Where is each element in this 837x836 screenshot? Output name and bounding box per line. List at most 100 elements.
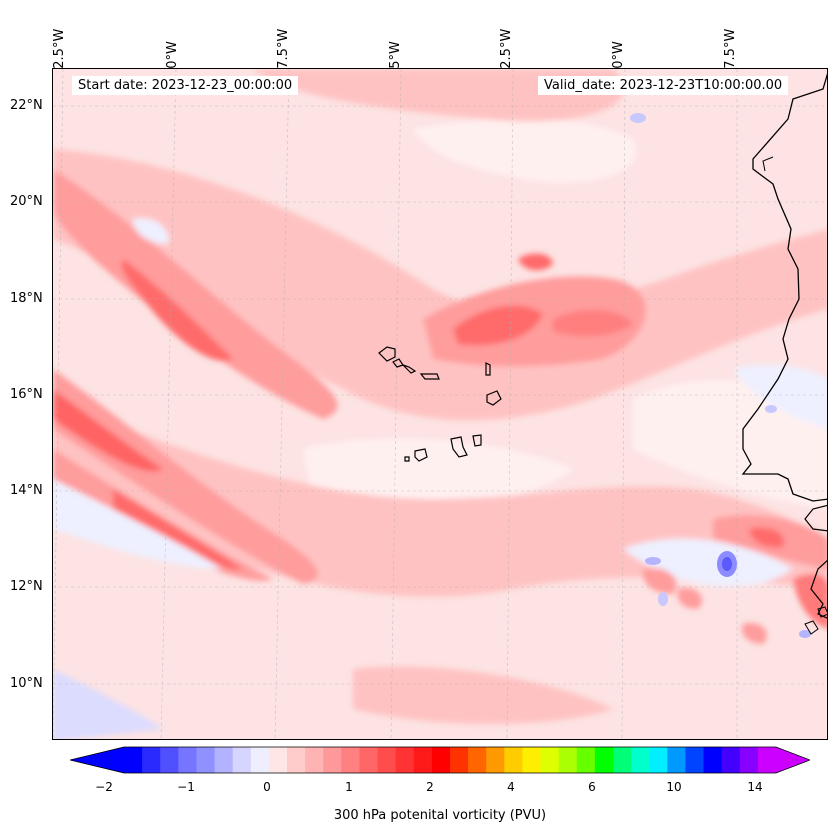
pale-region bbox=[303, 438, 573, 509]
colorbar-segment bbox=[486, 747, 505, 773]
colorbar-segment bbox=[178, 747, 197, 773]
colorbar-segment bbox=[395, 747, 415, 773]
lat-label: 18°N bbox=[10, 291, 43, 306]
lat-label: 12°N bbox=[10, 579, 43, 594]
colorbar-segment bbox=[413, 747, 433, 773]
colorbar-segment bbox=[540, 747, 560, 773]
colorbar-tick: −2 bbox=[95, 780, 113, 794]
colorbar-segment bbox=[576, 747, 596, 773]
negative-region bbox=[133, 218, 169, 244]
colorbar-tick: 1 bbox=[345, 780, 353, 794]
colorbar-tick: 2 bbox=[426, 780, 434, 794]
cape-verde-islands bbox=[378, 346, 502, 462]
intense-core bbox=[453, 305, 543, 346]
colorbar-segment bbox=[431, 747, 451, 773]
strong-streak bbox=[53, 449, 273, 581]
colorbar-segment bbox=[450, 747, 469, 773]
pv-contours bbox=[53, 69, 827, 739]
pale-region bbox=[633, 380, 827, 509]
colorbar-segment bbox=[305, 747, 324, 773]
island-santo-antao bbox=[378, 346, 396, 362]
valid-date-label: Valid_date: 2023-12-23T10:00:00.00 bbox=[538, 76, 789, 95]
negative-region bbox=[733, 364, 827, 429]
colorbar-segment bbox=[703, 747, 723, 773]
colorbar-segment bbox=[667, 747, 686, 773]
colorbar-svg bbox=[69, 746, 812, 774]
strong-streak bbox=[742, 623, 767, 644]
colorbar-segment bbox=[594, 747, 614, 773]
island-sao-nicolau bbox=[419, 373, 440, 380]
lat-label: 10°N bbox=[10, 676, 43, 691]
colorbar-segment bbox=[196, 747, 216, 773]
colorbar-segment bbox=[359, 747, 379, 773]
colorbar-segment bbox=[160, 747, 179, 773]
colorbar-segment bbox=[250, 747, 270, 773]
senegal-coast bbox=[804, 504, 827, 532]
guinea-bissau-islands bbox=[804, 606, 827, 635]
intense-core bbox=[749, 527, 784, 548]
colorbar-segment bbox=[232, 747, 252, 773]
colorbar-segment bbox=[341, 747, 360, 773]
intense-core bbox=[553, 309, 633, 337]
lat-label: 14°N bbox=[10, 483, 43, 498]
colorbar-segment bbox=[377, 747, 397, 773]
colorbar-segment bbox=[649, 747, 668, 773]
colorbar bbox=[69, 745, 812, 775]
intense-core bbox=[121, 259, 233, 361]
colorbar-segment bbox=[721, 747, 741, 773]
africa-bulge bbox=[762, 156, 774, 172]
negative-region bbox=[53, 479, 223, 569]
colorbar-segment bbox=[287, 747, 306, 773]
colorbar-extend-max bbox=[776, 747, 810, 773]
gridlines bbox=[53, 69, 827, 739]
strong-streak bbox=[53, 369, 318, 584]
negative-region bbox=[53, 669, 163, 739]
intense-core bbox=[113, 489, 243, 570]
colorbar-segment bbox=[468, 747, 487, 773]
medium-band bbox=[253, 69, 624, 122]
lat-label: 20°N bbox=[10, 194, 43, 209]
colorbar-segment bbox=[268, 747, 288, 773]
colorbar-segment bbox=[757, 747, 777, 773]
island-boa-vista bbox=[486, 390, 502, 406]
colorbar-tick: −1 bbox=[177, 780, 195, 794]
island-santiago bbox=[450, 436, 468, 458]
colorbar-segment bbox=[631, 747, 650, 773]
intense-core bbox=[53, 389, 163, 472]
negative-spot bbox=[630, 113, 646, 123]
lat-label: 16°N bbox=[10, 387, 43, 402]
island-brava bbox=[404, 456, 410, 462]
colorbar-tick: 10 bbox=[666, 780, 682, 794]
african-coastline bbox=[741, 73, 827, 502]
island-maio bbox=[472, 434, 482, 447]
island-sao-nicolau bbox=[402, 364, 417, 374]
colorbar-segment bbox=[613, 747, 632, 773]
island-sal bbox=[485, 362, 491, 376]
medium-band bbox=[353, 666, 613, 724]
negative-spot bbox=[799, 630, 811, 638]
colorbar-tick: 0 bbox=[263, 780, 271, 794]
strong-streak bbox=[642, 568, 677, 594]
colorbar-segment bbox=[504, 747, 523, 773]
colorbar-extend-min bbox=[70, 747, 124, 773]
colorbar-tick: 14 bbox=[747, 780, 763, 794]
colorbar-tick: 6 bbox=[588, 780, 596, 794]
intense-core bbox=[518, 253, 553, 271]
island-fogo bbox=[414, 448, 428, 462]
colorbar-segment bbox=[214, 747, 234, 773]
negative-spot bbox=[765, 405, 777, 413]
medium-band bbox=[53, 149, 827, 421]
strong-streak bbox=[677, 588, 702, 609]
pv-field-map bbox=[53, 69, 827, 739]
negative-spot bbox=[658, 592, 668, 606]
negative-region bbox=[623, 538, 793, 587]
negative-spot bbox=[722, 557, 732, 571]
colorbar-segment bbox=[124, 747, 143, 773]
negative-spot bbox=[645, 557, 661, 565]
map-panel bbox=[52, 68, 828, 740]
colorbar-segment bbox=[558, 747, 578, 773]
colorbar-label: 300 hPa potenital vorticity (PVU) bbox=[333, 808, 547, 823]
colorbar-segment bbox=[323, 747, 342, 773]
colorbar-segment bbox=[739, 747, 759, 773]
colorbar-segment bbox=[142, 747, 161, 773]
